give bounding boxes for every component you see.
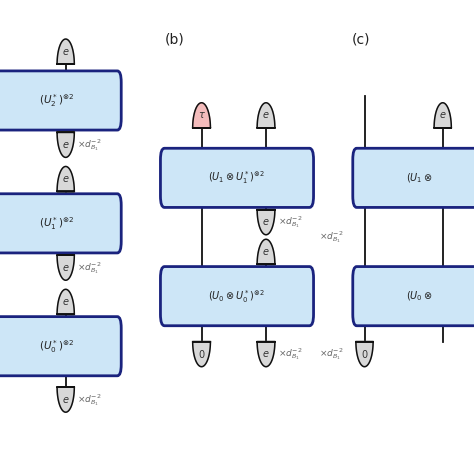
Text: $\times d_{B_1}^{-2}$: $\times d_{B_1}^{-2}$ — [319, 346, 344, 362]
Text: $e$: $e$ — [62, 297, 70, 307]
Text: $e$: $e$ — [62, 174, 70, 184]
Polygon shape — [434, 103, 451, 128]
Text: $(U_1 \otimes$: $(U_1 \otimes$ — [406, 171, 433, 185]
Text: $e$: $e$ — [262, 110, 270, 120]
Polygon shape — [57, 166, 74, 191]
Polygon shape — [57, 132, 74, 157]
Text: $(U_0 \otimes$: $(U_0 \otimes$ — [406, 289, 433, 303]
Text: $0$: $0$ — [198, 348, 205, 360]
Text: $e$: $e$ — [262, 349, 270, 359]
Polygon shape — [257, 342, 275, 367]
FancyBboxPatch shape — [160, 148, 314, 208]
Text: $e$: $e$ — [262, 247, 270, 257]
Polygon shape — [57, 255, 74, 280]
Text: $e$: $e$ — [62, 46, 70, 56]
Text: (b): (b) — [164, 32, 184, 46]
Text: $\times d_{B_1}^{-2}$: $\times d_{B_1}^{-2}$ — [278, 346, 303, 362]
Polygon shape — [57, 289, 74, 314]
FancyBboxPatch shape — [0, 317, 121, 376]
Text: $\times d_{B_1}^{-2}$: $\times d_{B_1}^{-2}$ — [77, 392, 102, 408]
Text: $\tau$: $\tau$ — [198, 110, 206, 120]
Polygon shape — [257, 210, 275, 235]
Text: $e$: $e$ — [262, 217, 270, 227]
Text: (c): (c) — [352, 32, 371, 46]
Text: $e$: $e$ — [62, 263, 70, 273]
FancyBboxPatch shape — [160, 266, 314, 326]
FancyBboxPatch shape — [0, 194, 121, 253]
FancyBboxPatch shape — [0, 71, 121, 130]
Text: $(U_1^*)^{\otimes 2}$: $(U_1^*)^{\otimes 2}$ — [39, 215, 74, 232]
Text: $(U_2^*)^{\otimes 2}$: $(U_2^*)^{\otimes 2}$ — [39, 92, 74, 109]
Text: $(U_0^*)^{\otimes 2}$: $(U_0^*)^{\otimes 2}$ — [39, 338, 74, 355]
Polygon shape — [356, 342, 373, 367]
Text: $e$: $e$ — [439, 110, 447, 120]
Polygon shape — [57, 39, 74, 64]
Polygon shape — [57, 387, 74, 412]
Text: $e$: $e$ — [62, 395, 70, 405]
FancyBboxPatch shape — [353, 148, 474, 208]
Polygon shape — [192, 103, 210, 128]
Polygon shape — [192, 342, 210, 367]
Text: $(U_1 \otimes U_1^*)^{\otimes 2}$: $(U_1 \otimes U_1^*)^{\otimes 2}$ — [209, 169, 265, 186]
Text: $\times d_{B_1}^{-2}$: $\times d_{B_1}^{-2}$ — [319, 229, 344, 245]
Text: $(U_0 \otimes U_0^*)^{\otimes 2}$: $(U_0 \otimes U_0^*)^{\otimes 2}$ — [209, 288, 265, 305]
Text: $\times d_{B_1}^{-2}$: $\times d_{B_1}^{-2}$ — [278, 214, 303, 230]
Polygon shape — [257, 239, 275, 264]
FancyBboxPatch shape — [353, 266, 474, 326]
Text: $\times d_{B_1}^{-2}$: $\times d_{B_1}^{-2}$ — [77, 260, 102, 276]
Polygon shape — [257, 103, 275, 128]
Text: $\times d_{B_1}^{-2}$: $\times d_{B_1}^{-2}$ — [77, 137, 102, 153]
Text: $0$: $0$ — [361, 348, 368, 360]
Text: $e$: $e$ — [62, 140, 70, 150]
